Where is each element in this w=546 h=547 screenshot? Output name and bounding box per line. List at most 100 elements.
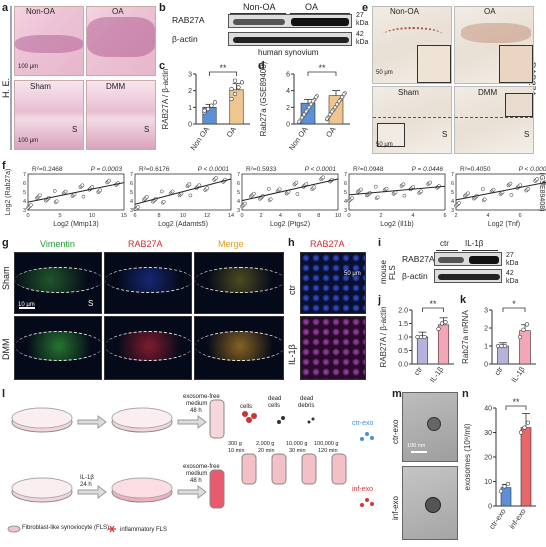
panel-label-k: k bbox=[460, 294, 467, 306]
if-h-ctr-image bbox=[300, 252, 366, 314]
blot-b-actin: β-actin bbox=[172, 34, 198, 44]
data-point bbox=[502, 343, 508, 349]
data-point bbox=[337, 99, 341, 104]
x-tick-label: 2 bbox=[260, 213, 263, 219]
if-dmm-merge bbox=[194, 316, 284, 380]
scatter-point bbox=[359, 187, 363, 192]
y-axis-label: RAB27A / β-actin bbox=[379, 306, 388, 367]
p-value-0: P = 0.0003 bbox=[91, 166, 123, 173]
significance-bracket bbox=[209, 71, 237, 76]
wf-cells: cells bbox=[240, 404, 253, 410]
scatter-point bbox=[54, 199, 59, 204]
significance-label: ** bbox=[429, 299, 437, 309]
he-non-oa-title: Non-OA bbox=[26, 7, 55, 16]
data-point bbox=[443, 320, 448, 325]
data-point bbox=[524, 322, 530, 327]
scatter-point bbox=[98, 188, 103, 193]
wf-med1: medium bbox=[186, 401, 208, 407]
x-tick-label: 14 bbox=[228, 213, 234, 219]
y-tick-label: 4 bbox=[286, 88, 290, 95]
scatter-point bbox=[170, 189, 175, 194]
blot-i-side1: mouse bbox=[379, 259, 388, 284]
y-tick-label: 10 bbox=[484, 479, 492, 486]
significance-label: ** bbox=[219, 63, 227, 73]
blot-i-kda2: 42 bbox=[506, 270, 514, 277]
scatter-point bbox=[38, 193, 42, 198]
panel-label-h: h bbox=[288, 237, 295, 249]
scatter-point bbox=[401, 182, 406, 187]
scatter-point bbox=[277, 187, 282, 192]
x-tick-label: 15 bbox=[121, 213, 127, 219]
blot-b-kda2u: kDa bbox=[356, 39, 369, 46]
y-tick-label: 6 bbox=[130, 181, 133, 187]
if-dmm-rab bbox=[104, 316, 192, 380]
scatter-point bbox=[243, 201, 247, 206]
regression-line-1 bbox=[134, 178, 232, 205]
scatter-point bbox=[187, 182, 192, 187]
blot-b-rab-band bbox=[228, 14, 352, 28]
y-tick-label: 1 bbox=[484, 344, 488, 351]
ihc-sham-image bbox=[372, 86, 452, 154]
x-tick-label: 0 bbox=[240, 213, 243, 219]
ihc-dmm-title: DMM bbox=[478, 88, 498, 97]
x-tick-label: 5 bbox=[58, 213, 61, 219]
x-tick-label: 4 bbox=[279, 213, 282, 219]
data-point bbox=[202, 108, 207, 113]
scatter-point bbox=[252, 191, 256, 196]
if-sham-vimentin bbox=[14, 252, 102, 314]
bar-1 bbox=[520, 427, 532, 507]
x-tick-label: 0 bbox=[26, 213, 29, 219]
x-tick-label: 8 bbox=[157, 213, 160, 219]
x-tick-label: 10 bbox=[335, 213, 341, 219]
y-tick-label: 20 bbox=[484, 455, 492, 462]
x-axis-label-0: Log2 (Mmp13) bbox=[53, 221, 99, 228]
scatter-point bbox=[350, 196, 354, 201]
y-tick-label: 5 bbox=[237, 190, 240, 196]
y-tick-label: 30 bbox=[484, 430, 492, 437]
ihc-sham-s: S bbox=[442, 130, 448, 139]
if-h-scale: 50 μm bbox=[344, 271, 361, 277]
if-dmm-vimentin bbox=[14, 316, 102, 380]
x-tick-label: 6 bbox=[298, 213, 301, 219]
scatter-point bbox=[480, 187, 485, 191]
x-tick-label: 8 bbox=[317, 213, 320, 219]
bar-1 bbox=[437, 324, 450, 365]
chart-k: 0 1 2 3 ctr IL-1β * Rab27a mRNA bbox=[461, 299, 536, 384]
blot-b-oa: OA bbox=[305, 2, 319, 12]
x-tick-label: inf-exo bbox=[507, 507, 527, 531]
panel-label-g: g bbox=[2, 237, 9, 249]
data-point bbox=[340, 95, 344, 100]
x-tick-label: ctr bbox=[412, 365, 424, 377]
y-tick-label: 4 bbox=[344, 199, 347, 205]
wf-dead-debris-2: debris bbox=[298, 403, 315, 409]
y-tick-label: 1.0 bbox=[398, 335, 408, 342]
blot-b-kda1: 27 bbox=[356, 12, 364, 19]
data-point bbox=[415, 334, 420, 340]
panel-label-i: i bbox=[378, 237, 382, 249]
if-vimentin-title: Vimentin bbox=[40, 239, 75, 249]
y-tick-label: 3 bbox=[130, 208, 133, 214]
if-scale: 10 μm bbox=[18, 302, 35, 308]
scatter-frame-0 bbox=[27, 173, 125, 211]
data-point bbox=[499, 343, 504, 349]
y-tick-label: 4 bbox=[23, 199, 26, 205]
x-tick-label: OA bbox=[225, 125, 239, 139]
wf-m20: 20 min bbox=[258, 448, 275, 454]
panel-label-m: m bbox=[392, 388, 402, 400]
x-axis-label-3: Log2 (Il1b) bbox=[380, 221, 413, 228]
blot-b-rab: RAB27A bbox=[172, 15, 205, 25]
blot-i-kda1: 27 bbox=[506, 252, 514, 259]
wf-48b: 48 h bbox=[190, 478, 202, 484]
y-tick-label: 6 bbox=[451, 181, 454, 187]
panel-label-a: a bbox=[2, 2, 9, 14]
y-tick-label: 7 bbox=[344, 172, 347, 178]
blot-b-kda2: 42 bbox=[356, 31, 364, 38]
scatter-point bbox=[214, 176, 219, 180]
chart-n: 0 10 20 30 40 ctr-exo inf-exo ** exosomes (10⁸/m… bbox=[463, 397, 536, 531]
he-dmm-s: S bbox=[144, 125, 150, 134]
data-point bbox=[311, 99, 315, 104]
scatter-point bbox=[81, 194, 86, 199]
x-tick-label: ctr bbox=[492, 365, 504, 377]
scatter-point bbox=[29, 203, 33, 207]
scatter-point bbox=[466, 191, 470, 196]
